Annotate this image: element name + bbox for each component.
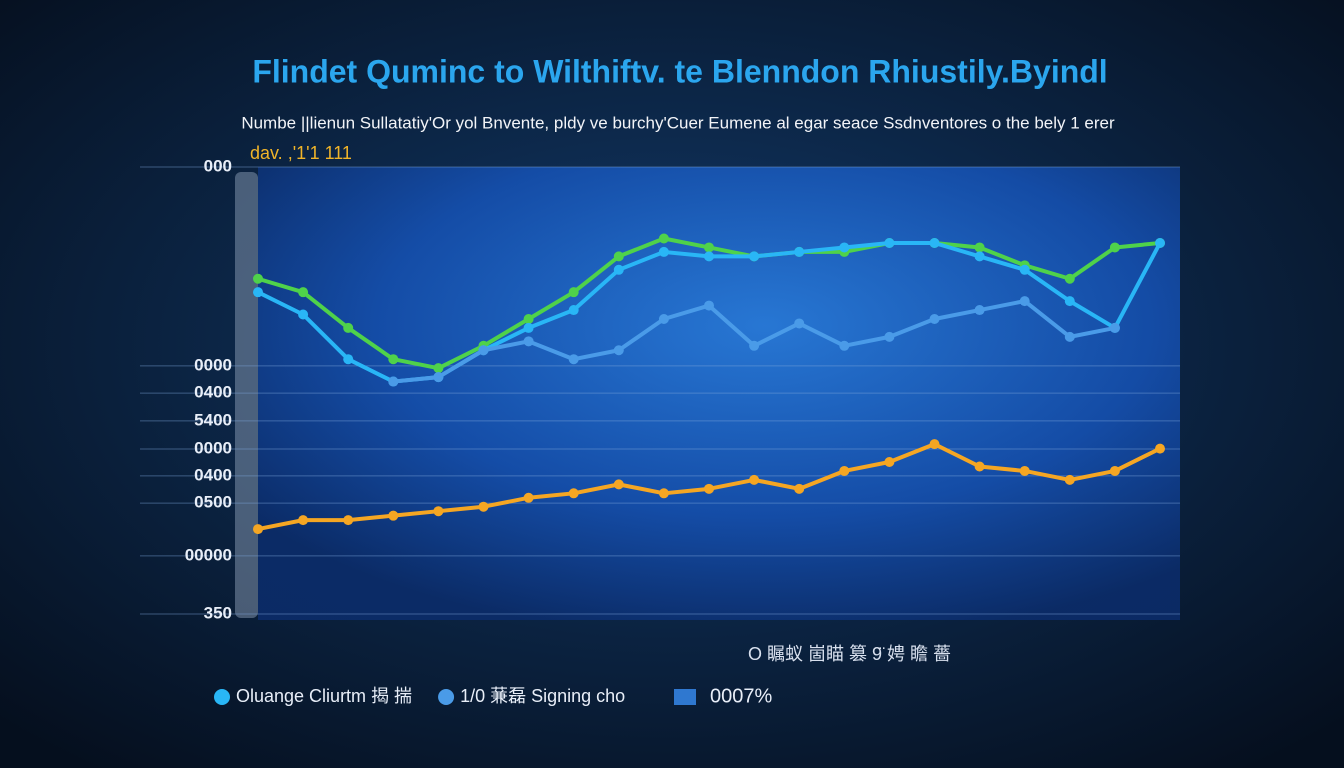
series-point (1155, 237, 1165, 248)
series-point (523, 336, 534, 347)
series-point (704, 483, 714, 494)
legend-swatch (438, 689, 455, 705)
series-point (884, 331, 895, 342)
series-point (704, 242, 714, 253)
series-point (1064, 331, 1075, 342)
series-point (1064, 273, 1075, 284)
series-point (343, 354, 354, 365)
series-point (749, 474, 760, 485)
y-tick-label: 0000 (194, 355, 232, 374)
series-point (388, 510, 399, 521)
series-point (523, 313, 534, 324)
series-point (1109, 322, 1120, 333)
series-point (433, 506, 444, 517)
series-point (388, 354, 399, 365)
series-point (613, 251, 624, 262)
series-point (523, 492, 534, 503)
series-point (568, 287, 579, 298)
series-point (884, 457, 895, 468)
chart-subtitle: Numbe ||lienun Sullatatiy'Or yol Bnvente… (241, 113, 1115, 132)
series-point (478, 345, 489, 356)
y-tick-label: 0000 (194, 439, 232, 458)
series-point (1109, 465, 1120, 476)
annotation: dav. ,'1'1 111 (250, 143, 352, 163)
legend-icon (674, 689, 696, 705)
series-point (929, 439, 940, 450)
series-point (794, 318, 805, 329)
series-point (523, 322, 534, 333)
series-point (1019, 264, 1030, 275)
series-point (974, 251, 985, 262)
series-point (658, 313, 669, 324)
annotation: 0007% (710, 685, 772, 707)
series-point (1064, 296, 1075, 307)
series-point (613, 345, 624, 356)
series-point (704, 251, 714, 262)
series-point (298, 515, 309, 526)
series-point (658, 488, 669, 499)
series-point (749, 251, 760, 262)
series-point (253, 273, 263, 284)
series-point (343, 322, 354, 333)
annotation: O 瞩蚁 崮瞄 篡 9̈ 娉 瞻 薔 (748, 643, 951, 664)
y-tick-label: 00000 (185, 545, 232, 564)
series-point (478, 501, 489, 512)
series-point (839, 340, 850, 351)
series-point (253, 287, 263, 298)
series-point (704, 300, 714, 311)
y-tick-label: 0400 (194, 383, 232, 402)
series-point (433, 372, 444, 383)
y-tick-label: 0400 (194, 465, 232, 484)
series-point (794, 483, 805, 494)
series-point (929, 237, 940, 248)
plot-area (258, 167, 1180, 620)
series-point (388, 376, 399, 387)
series-point (298, 309, 309, 320)
series-point (1155, 443, 1165, 454)
series-point (974, 461, 985, 472)
series-point (974, 305, 985, 316)
series-point (1019, 465, 1030, 476)
series-point (839, 465, 850, 476)
y-tick-label: 0500 (194, 493, 232, 512)
series-point (658, 246, 669, 257)
series-point (613, 264, 624, 275)
series-point (929, 313, 940, 324)
series-point (839, 242, 850, 253)
chart-title: Flindet Quminc to Wilthiftv. te Blenndon… (252, 53, 1107, 89)
series-point (568, 354, 579, 365)
series-point (433, 363, 444, 374)
series-point (568, 305, 579, 316)
series-point (253, 524, 263, 535)
series-point (343, 515, 354, 526)
y-tick-label: 000 (204, 156, 232, 175)
series-point (794, 246, 805, 257)
y-tick-label: 350 (204, 603, 232, 622)
series-point (298, 287, 309, 298)
axis-bar (235, 172, 258, 618)
series-point (884, 237, 895, 248)
series-point (1109, 242, 1120, 253)
y-tick-label: 5400 (194, 410, 232, 429)
series-point (974, 242, 985, 253)
legend-label: Oluange Cliurtm 揭 揣 (236, 686, 412, 706)
series-point (749, 340, 760, 351)
legend-label: 1/0 蒹磊 Signing cho (460, 686, 625, 706)
series-point (1019, 296, 1030, 307)
legend-swatch (214, 689, 230, 705)
series-point (658, 233, 669, 244)
series-point (568, 488, 579, 499)
series-point (1064, 474, 1075, 485)
series-point (613, 479, 624, 490)
